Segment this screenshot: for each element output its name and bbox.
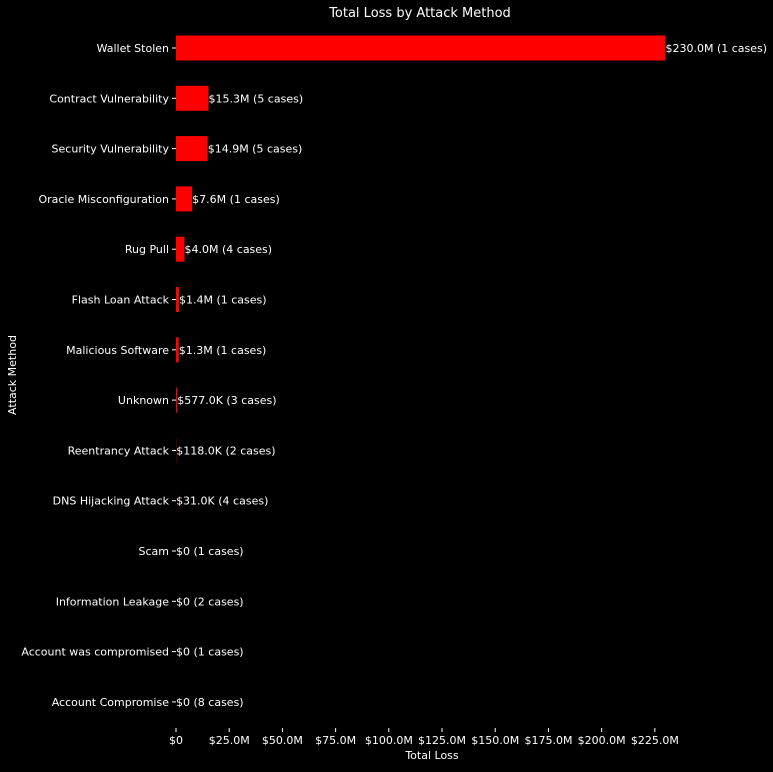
- data-label: $31.0K (4 cases): [176, 495, 268, 508]
- x-tick-label: $0: [169, 734, 183, 747]
- data-label: $0 (8 cases): [176, 696, 244, 709]
- data-label: $1.3M (1 cases): [179, 344, 267, 357]
- y-tick-label: Account Compromise: [52, 696, 170, 709]
- x-axis-label: Total Loss: [404, 749, 459, 762]
- data-label: $7.6M (1 cases): [192, 193, 280, 206]
- data-label: $118.0K (2 cases): [176, 444, 275, 457]
- bar: [176, 136, 208, 161]
- bar: [176, 86, 209, 111]
- bar: [176, 186, 192, 211]
- y-axis-label: Attack Method: [6, 335, 19, 415]
- x-tick-label: $225.0M: [631, 734, 679, 747]
- data-label: $15.3M (5 cases): [209, 92, 304, 105]
- y-tick-label: Scam: [139, 545, 170, 558]
- bar: [176, 237, 185, 262]
- y-tick-label: Unknown: [118, 394, 169, 407]
- x-tick-label: $200.0M: [578, 734, 626, 747]
- data-label: $0 (1 cases): [176, 545, 244, 558]
- y-tick-label: Malicious Software: [66, 344, 169, 357]
- y-tick-label: Reentrancy Attack: [68, 444, 170, 457]
- x-tick-label: $50.0M: [262, 734, 303, 747]
- y-tick-label: Security Vulnerability: [52, 143, 170, 156]
- y-tick-label: DNS Hijacking Attack: [53, 495, 170, 508]
- chart-title: Total Loss by Attack Method: [328, 6, 511, 21]
- y-tick-label: Rug Pull: [125, 243, 169, 256]
- x-tick-label: $175.0M: [524, 734, 572, 747]
- y-tick-label: Oracle Misconfiguration: [38, 193, 169, 206]
- y-tick-label: Wallet Stolen: [97, 42, 169, 55]
- data-label: $0 (2 cases): [176, 595, 244, 608]
- data-label: $230.0M (1 cases): [666, 42, 768, 55]
- data-label: $14.9M (5 cases): [208, 143, 303, 156]
- data-label: $0 (1 cases): [176, 646, 244, 659]
- bar: [176, 36, 666, 61]
- x-tick-label: $125.0M: [418, 734, 466, 747]
- x-tick-label: $100.0M: [365, 734, 413, 747]
- data-label: $1.4M (1 cases): [179, 294, 267, 307]
- data-label: $4.0M (4 cases): [185, 243, 273, 256]
- y-tick-label: Contract Vulnerability: [49, 92, 169, 105]
- x-tick-label: $25.0M: [209, 734, 250, 747]
- data-label: $577.0K (3 cases): [177, 394, 276, 407]
- y-tick-label: Flash Loan Attack: [72, 294, 170, 307]
- y-tick-label: Account was compromised: [21, 646, 169, 659]
- x-tick-label: $150.0M: [471, 734, 519, 747]
- y-tick-label: Information Leakage: [56, 595, 170, 608]
- x-tick-label: $75.0M: [315, 734, 356, 747]
